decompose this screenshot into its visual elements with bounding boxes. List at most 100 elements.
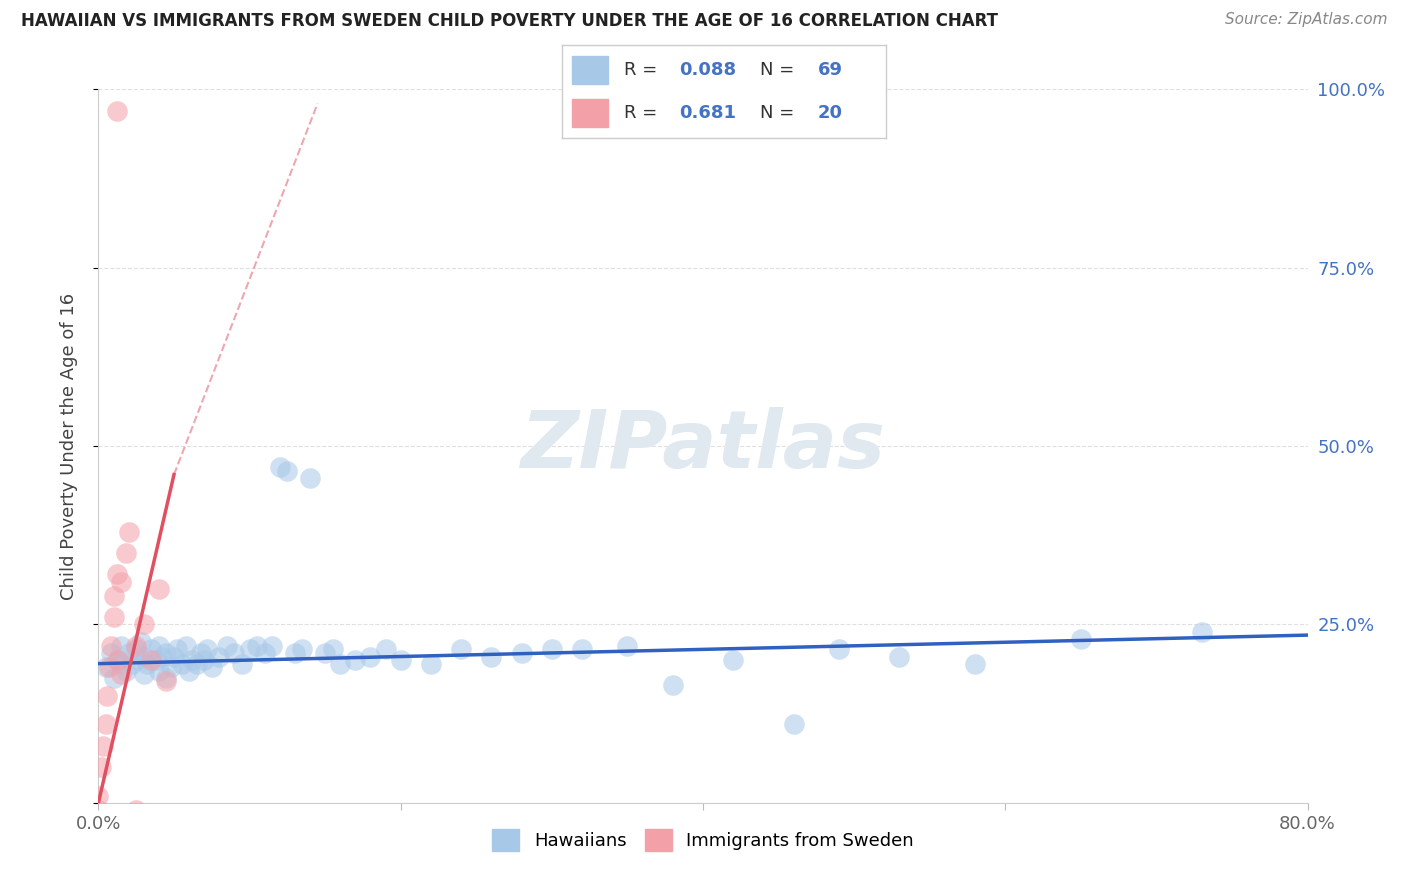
Point: [374, 642, 396, 657]
Point: [170, 657, 193, 671]
Point: [155, 671, 177, 685]
Text: N =: N =: [759, 61, 800, 78]
Text: 20: 20: [818, 104, 842, 122]
Point: [94, 810, 117, 824]
Point: [571, 642, 593, 657]
Point: [110, 639, 132, 653]
Point: [163, 649, 186, 664]
Text: 0.681: 0.681: [679, 104, 735, 122]
Point: [160, 660, 183, 674]
Point: [1191, 624, 1213, 639]
Point: [118, 831, 141, 846]
Text: N =: N =: [759, 104, 800, 122]
Point: [150, 649, 173, 664]
Point: [783, 717, 806, 731]
Point: [91, 817, 114, 831]
Point: [155, 646, 177, 660]
Point: [132, 667, 155, 681]
Text: R =: R =: [624, 104, 662, 122]
Point: [1070, 632, 1092, 646]
Point: [510, 646, 533, 660]
Bar: [572, 56, 607, 84]
Point: [91, 739, 114, 753]
Text: 69: 69: [818, 61, 842, 78]
Point: [96, 689, 118, 703]
Point: [269, 460, 291, 475]
Point: [135, 657, 157, 671]
Point: [360, 649, 382, 664]
Point: [94, 717, 117, 731]
Point: [110, 574, 132, 589]
Point: [110, 657, 132, 671]
Point: [889, 649, 911, 664]
Point: [103, 671, 125, 685]
Point: [215, 639, 238, 653]
Text: HAWAIIAN VS IMMIGRANTS FROM SWEDEN CHILD POVERTY UNDER THE AGE OF 16 CORRELATION: HAWAIIAN VS IMMIGRANTS FROM SWEDEN CHILD…: [21, 12, 998, 29]
Point: [125, 642, 148, 657]
Point: [195, 642, 218, 657]
Point: [246, 639, 269, 653]
Point: [723, 653, 745, 667]
Point: [125, 639, 148, 653]
Point: [828, 642, 851, 657]
Point: [344, 653, 367, 667]
Text: 0.088: 0.088: [679, 61, 735, 78]
Point: [103, 610, 125, 624]
Point: [103, 824, 125, 838]
Point: [231, 657, 253, 671]
Point: [90, 760, 112, 774]
Point: [105, 103, 128, 118]
Point: [98, 660, 121, 674]
Point: [179, 664, 201, 678]
Point: [125, 653, 148, 667]
Point: [208, 649, 231, 664]
Point: [420, 657, 443, 671]
Point: [98, 831, 121, 846]
Point: [132, 649, 155, 664]
Point: [540, 642, 562, 657]
Point: [193, 653, 215, 667]
Point: [262, 639, 284, 653]
Point: [145, 653, 167, 667]
Point: [329, 657, 352, 671]
Point: [174, 639, 197, 653]
Point: [661, 678, 683, 692]
Point: [148, 664, 170, 678]
Point: [121, 657, 143, 671]
Point: [105, 567, 128, 582]
Point: [284, 646, 307, 660]
Point: [389, 653, 412, 667]
Point: [132, 617, 155, 632]
Point: [166, 642, 188, 657]
Bar: [572, 99, 607, 127]
Point: [107, 817, 129, 831]
Point: [314, 646, 336, 660]
Point: [224, 646, 246, 660]
Point: [105, 653, 128, 667]
Legend: Hawaiians, Immigrants from Sweden: Hawaiians, Immigrants from Sweden: [485, 822, 921, 858]
Text: R =: R =: [624, 61, 662, 78]
Point: [276, 464, 298, 478]
Point: [181, 653, 204, 667]
Point: [481, 649, 503, 664]
Point: [118, 524, 141, 539]
Point: [107, 653, 129, 667]
Text: ZIPatlas: ZIPatlas: [520, 407, 886, 485]
Point: [94, 660, 117, 674]
Point: [129, 635, 152, 649]
Point: [148, 582, 170, 596]
Point: [141, 642, 163, 657]
Point: [190, 646, 212, 660]
Point: [87, 789, 110, 803]
Point: [125, 803, 148, 817]
Point: [141, 653, 163, 667]
Point: [299, 471, 322, 485]
Point: [87, 803, 110, 817]
Point: [114, 546, 136, 560]
Point: [965, 657, 987, 671]
Point: [201, 660, 224, 674]
Y-axis label: Child Poverty Under the Age of 16: Child Poverty Under the Age of 16: [59, 293, 77, 599]
Point: [100, 646, 122, 660]
Point: [110, 667, 132, 681]
Point: [90, 810, 112, 824]
